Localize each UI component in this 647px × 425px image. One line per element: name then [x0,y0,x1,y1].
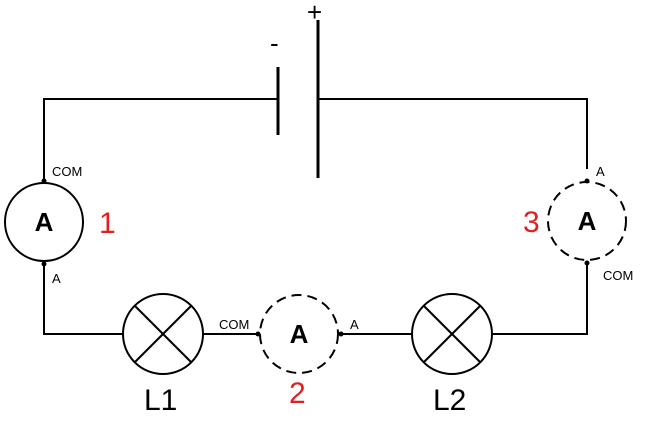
wire-top-left [43,98,279,182]
lamp-l1-label: L1 [144,384,177,417]
wires [43,98,588,335]
ammeter-1: A COM A 1 [4,164,116,286]
wire-left-to-l1 [43,263,123,335]
ammeter-1-bottom-terminal-label: A [52,271,61,286]
lamp-l2-cross-b [423,305,481,363]
ammeter-1-bottom-terminal-dot [41,261,47,267]
battery-positive-sign: + [307,0,322,27]
ammeter-2-position-number: 2 [289,377,306,410]
lamp-l1-cross-b [134,305,192,363]
wire-l2-to-right [492,262,588,335]
battery-negative-sign: - [270,28,279,58]
ammeter-3-top-terminal-dot [584,178,590,184]
ammeter-2: A COM A 2 [219,294,359,410]
ammeter-3-symbol: A [578,206,597,236]
ammeter-2-circle [259,294,339,374]
ammeter-1-position-number: 1 [99,207,116,240]
ammeter-3: A A COM 3 [523,164,633,283]
lamp-l2: L2 [411,293,493,417]
ammeter-2-right-terminal-label: A [350,317,359,332]
ammeter-3-position-number: 3 [523,206,540,239]
wire-top-right [317,98,588,169]
ammeter-3-bottom-terminal-label: COM [603,268,633,283]
lamp-l2-label: L2 [433,384,466,417]
ammeter-1-symbol: A [35,207,54,237]
ammeter-1-top-terminal-dot [41,178,47,184]
ammeter-3-bottom-terminal-dot [584,260,590,266]
ammeter-2-left-terminal-dot [255,331,261,337]
battery: - + [270,0,322,178]
ammeter-1-top-terminal-label: COM [52,164,82,179]
lamp-l1: L1 [122,293,204,417]
ammeter-3-top-terminal-label: A [596,164,605,179]
ammeter-2-symbol: A [290,319,309,349]
ammeter-2-left-terminal-label: COM [219,317,249,332]
ammeter-2-right-terminal-dot [338,331,344,337]
